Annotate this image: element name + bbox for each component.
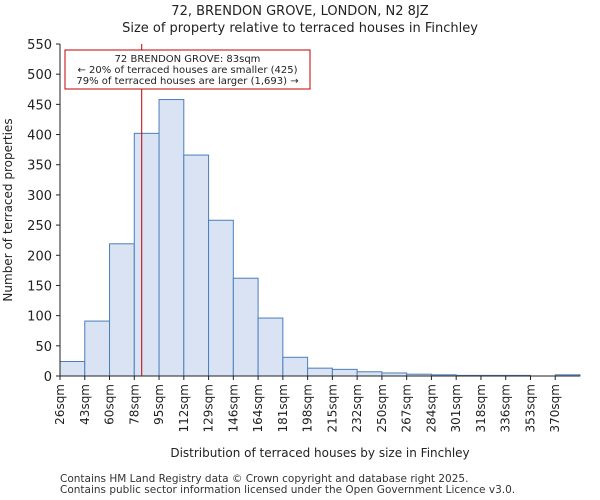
x-tick-label: 284sqm (424, 384, 438, 432)
x-tick-label: 112sqm (177, 384, 191, 432)
x-tick-label: 353sqm (523, 384, 537, 432)
y-tick-label: 350 (27, 159, 52, 174)
bar-112sqm (183, 154, 210, 377)
y-tick-label: 450 (27, 98, 52, 113)
footer-licence: Contains public sector information licen… (60, 484, 516, 496)
y-tick-label: 50 (35, 340, 52, 355)
y-ticks-group: 0 50 100 150 200 250 300 350 400 450 500 550 (27, 38, 60, 385)
y-tick-label: 150 (27, 279, 52, 294)
x-tick-label: 301sqm (449, 384, 463, 432)
y-tick-label: 200 (27, 249, 52, 264)
bar-215sqm (331, 368, 358, 377)
bar-181sqm (282, 356, 309, 377)
bar-164sqm (257, 317, 284, 377)
annotation-line-2: ← 20% of terraced houses are smaller (42… (77, 65, 297, 76)
x-tick-label: 250sqm (375, 384, 389, 432)
x-tick-label: 370sqm (548, 384, 562, 432)
x-tick-label: 43sqm (78, 384, 92, 425)
y-tick-label: 100 (27, 310, 52, 325)
x-tick-label: 78sqm (127, 384, 141, 425)
y-tick-label: 500 (27, 68, 52, 83)
y-tick-label: 400 (27, 129, 52, 144)
footer-copyright: Contains HM Land Registry data © Crown c… (60, 473, 469, 485)
annotation-box (64, 49, 311, 90)
x-tick-label: 129sqm (202, 384, 216, 432)
x-tick-label: 232sqm (350, 384, 364, 432)
x-tick-label: 336sqm (499, 384, 513, 432)
x-tick-label: 26sqm (53, 384, 67, 425)
y-tick-label: 250 (27, 219, 52, 234)
y-tick-label: 300 (27, 189, 52, 204)
bar-198sqm (307, 367, 333, 377)
marker-annotation: 72 BRENDON GROVE: 83sqm ← 20% of terrace… (64, 49, 311, 90)
x-tick-label: 181sqm (276, 384, 290, 432)
x-ticks-group: 26sqm 43sqm 60sqm 78sqm 95sqm 112sqm 129sqm 146… (53, 376, 562, 432)
x-tick-label: 318sqm (474, 384, 488, 432)
bar-232sqm (356, 371, 383, 377)
bars-group (59, 99, 581, 377)
bar-43sqm (84, 320, 111, 377)
x-axis-label: Distribution of terraced houses by size … (170, 446, 469, 460)
bar-129sqm (208, 219, 234, 377)
x-tick-label: 95sqm (152, 384, 166, 425)
chart-subtitle: Size of property relative to terraced ho… (122, 21, 478, 36)
axes-group (59, 44, 580, 377)
annotation-line-1: 72 BRENDON GROVE: 83sqm (115, 54, 261, 65)
x-tick-label: 60sqm (103, 384, 117, 425)
annotation-line-3: 79% of terraced houses are larger (1,693… (76, 76, 298, 87)
bar-95sqm (158, 99, 185, 377)
x-tick-label: 198sqm (301, 384, 315, 432)
x-tick-label: 146sqm (226, 384, 240, 432)
bar-146sqm (232, 277, 259, 377)
bar-26sqm (59, 361, 86, 377)
bar-60sqm (109, 243, 135, 377)
x-tick-label: 164sqm (251, 384, 265, 432)
page-title: 72, BRENDON GROVE, LONDON, N2 8JZ (171, 4, 429, 19)
y-tick-label: 0 (44, 370, 52, 385)
x-tick-label: 215sqm (325, 384, 339, 432)
bar-78sqm (133, 132, 160, 377)
y-tick-label: 550 (27, 38, 52, 53)
y-axis-label: Number of terraced properties (1, 118, 15, 301)
x-tick-label: 267sqm (400, 384, 414, 432)
